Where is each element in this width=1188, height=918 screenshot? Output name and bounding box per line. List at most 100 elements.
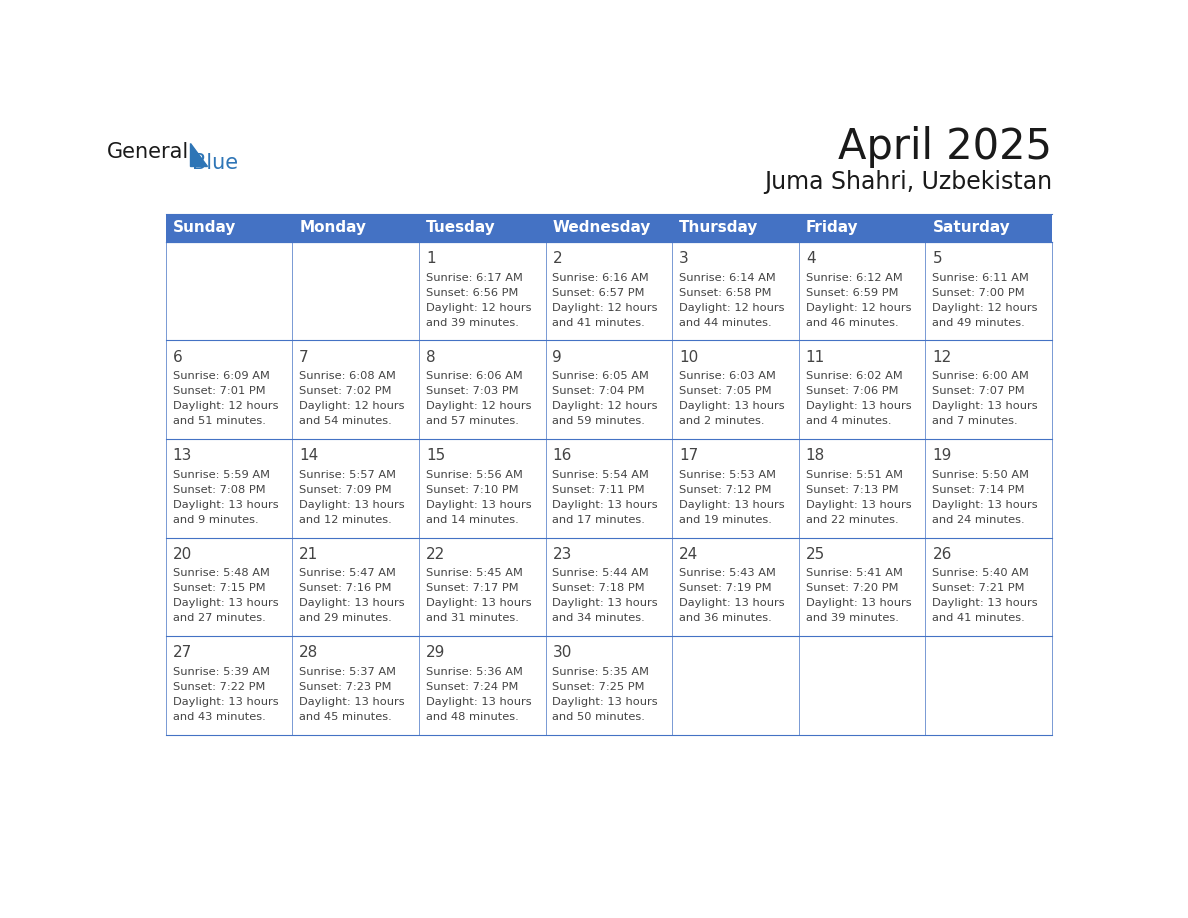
Text: Sunrise: 6:11 AM: Sunrise: 6:11 AM <box>933 273 1029 283</box>
Bar <box>545 214 672 241</box>
Text: 18: 18 <box>805 448 824 464</box>
Text: and 44 minutes.: and 44 minutes. <box>680 318 772 328</box>
Text: Daylight: 12 hours: Daylight: 12 hours <box>805 303 911 313</box>
Text: Sunset: 7:07 PM: Sunset: 7:07 PM <box>933 386 1025 397</box>
Text: Daylight: 13 hours: Daylight: 13 hours <box>933 499 1038 509</box>
Text: Tuesday: Tuesday <box>425 220 495 236</box>
Text: 12: 12 <box>933 350 952 364</box>
Text: Sunset: 7:21 PM: Sunset: 7:21 PM <box>933 583 1025 593</box>
Polygon shape <box>190 142 208 165</box>
Bar <box>292 241 419 341</box>
Text: and 51 minutes.: and 51 minutes. <box>172 416 265 426</box>
Text: and 19 minutes.: and 19 minutes. <box>680 515 772 525</box>
Bar <box>925 439 1053 538</box>
Text: Sunrise: 5:37 AM: Sunrise: 5:37 AM <box>299 666 396 677</box>
Bar <box>419 439 545 538</box>
Text: and 57 minutes.: and 57 minutes. <box>425 416 519 426</box>
Bar <box>165 214 292 241</box>
Bar <box>545 636 672 734</box>
Bar <box>925 214 1053 241</box>
Text: Daylight: 13 hours: Daylight: 13 hours <box>172 599 278 609</box>
Text: Daylight: 13 hours: Daylight: 13 hours <box>680 599 785 609</box>
Text: and 22 minutes.: and 22 minutes. <box>805 515 898 525</box>
Bar <box>292 214 419 241</box>
Text: and 46 minutes.: and 46 minutes. <box>805 318 898 328</box>
Text: Sunrise: 6:00 AM: Sunrise: 6:00 AM <box>933 371 1029 381</box>
Bar <box>672 241 798 341</box>
Text: Daylight: 13 hours: Daylight: 13 hours <box>805 499 911 509</box>
Text: 23: 23 <box>552 547 571 562</box>
Text: and 12 minutes.: and 12 minutes. <box>299 515 392 525</box>
Text: and 50 minutes.: and 50 minutes. <box>552 712 645 722</box>
Text: and 4 minutes.: and 4 minutes. <box>805 416 891 426</box>
Text: 27: 27 <box>172 645 191 660</box>
Bar <box>419 241 545 341</box>
Text: and 29 minutes.: and 29 minutes. <box>299 613 392 623</box>
Text: Saturday: Saturday <box>933 220 1010 236</box>
Text: Sunset: 7:05 PM: Sunset: 7:05 PM <box>680 386 772 397</box>
Text: Wednesday: Wednesday <box>552 220 651 236</box>
Text: and 59 minutes.: and 59 minutes. <box>552 416 645 426</box>
Text: Sunset: 7:19 PM: Sunset: 7:19 PM <box>680 583 772 593</box>
Text: Sunset: 6:58 PM: Sunset: 6:58 PM <box>680 287 772 297</box>
Text: 19: 19 <box>933 448 952 464</box>
Text: and 17 minutes.: and 17 minutes. <box>552 515 645 525</box>
Text: 1: 1 <box>425 251 436 266</box>
Text: Sunrise: 5:40 AM: Sunrise: 5:40 AM <box>933 568 1029 578</box>
Bar <box>798 241 925 341</box>
Text: Daylight: 12 hours: Daylight: 12 hours <box>552 401 658 411</box>
Text: and 14 minutes.: and 14 minutes. <box>425 515 519 525</box>
Text: Sunset: 7:03 PM: Sunset: 7:03 PM <box>425 386 518 397</box>
Text: and 49 minutes.: and 49 minutes. <box>933 318 1025 328</box>
Bar <box>672 636 798 734</box>
Bar <box>672 341 798 439</box>
Text: 21: 21 <box>299 547 318 562</box>
Text: Daylight: 12 hours: Daylight: 12 hours <box>425 303 531 313</box>
Text: Sunrise: 6:16 AM: Sunrise: 6:16 AM <box>552 273 650 283</box>
Text: and 27 minutes.: and 27 minutes. <box>172 613 265 623</box>
Text: 30: 30 <box>552 645 571 660</box>
Text: and 2 minutes.: and 2 minutes. <box>680 416 765 426</box>
Text: Daylight: 13 hours: Daylight: 13 hours <box>933 401 1038 411</box>
Bar <box>925 341 1053 439</box>
Bar <box>419 341 545 439</box>
Text: Daylight: 12 hours: Daylight: 12 hours <box>299 401 405 411</box>
Text: 4: 4 <box>805 251 815 266</box>
Text: Sunset: 7:17 PM: Sunset: 7:17 PM <box>425 583 518 593</box>
Text: April 2025: April 2025 <box>839 126 1053 168</box>
Text: Sunset: 7:25 PM: Sunset: 7:25 PM <box>552 682 645 692</box>
Text: 20: 20 <box>172 547 191 562</box>
Text: 26: 26 <box>933 547 952 562</box>
Text: Daylight: 13 hours: Daylight: 13 hours <box>299 697 405 707</box>
Text: 11: 11 <box>805 350 824 364</box>
Text: Sunday: Sunday <box>172 220 236 236</box>
Text: Sunrise: 5:54 AM: Sunrise: 5:54 AM <box>552 470 650 480</box>
Text: Daylight: 12 hours: Daylight: 12 hours <box>680 303 784 313</box>
Text: 28: 28 <box>299 645 318 660</box>
Text: Daylight: 13 hours: Daylight: 13 hours <box>425 499 531 509</box>
Text: Sunrise: 6:08 AM: Sunrise: 6:08 AM <box>299 371 396 381</box>
Text: Daylight: 12 hours: Daylight: 12 hours <box>425 401 531 411</box>
Text: Sunset: 6:56 PM: Sunset: 6:56 PM <box>425 287 518 297</box>
Text: Sunset: 7:12 PM: Sunset: 7:12 PM <box>680 485 772 495</box>
Text: 13: 13 <box>172 448 192 464</box>
Text: Sunset: 7:15 PM: Sunset: 7:15 PM <box>172 583 265 593</box>
Bar <box>165 538 292 636</box>
Text: Monday: Monday <box>299 220 366 236</box>
Text: Sunset: 7:01 PM: Sunset: 7:01 PM <box>172 386 265 397</box>
Text: Sunset: 7:20 PM: Sunset: 7:20 PM <box>805 583 898 593</box>
Text: Sunset: 7:14 PM: Sunset: 7:14 PM <box>933 485 1025 495</box>
Text: 15: 15 <box>425 448 446 464</box>
Text: Daylight: 13 hours: Daylight: 13 hours <box>299 599 405 609</box>
Text: 9: 9 <box>552 350 562 364</box>
Bar <box>419 636 545 734</box>
Text: and 7 minutes.: and 7 minutes. <box>933 416 1018 426</box>
Text: and 48 minutes.: and 48 minutes. <box>425 712 519 722</box>
Text: 24: 24 <box>680 547 699 562</box>
Text: Sunrise: 5:57 AM: Sunrise: 5:57 AM <box>299 470 396 480</box>
Text: Thursday: Thursday <box>680 220 758 236</box>
Text: Sunset: 7:09 PM: Sunset: 7:09 PM <box>299 485 392 495</box>
Text: and 34 minutes.: and 34 minutes. <box>552 613 645 623</box>
Text: Daylight: 13 hours: Daylight: 13 hours <box>552 599 658 609</box>
Text: Sunrise: 6:12 AM: Sunrise: 6:12 AM <box>805 273 903 283</box>
